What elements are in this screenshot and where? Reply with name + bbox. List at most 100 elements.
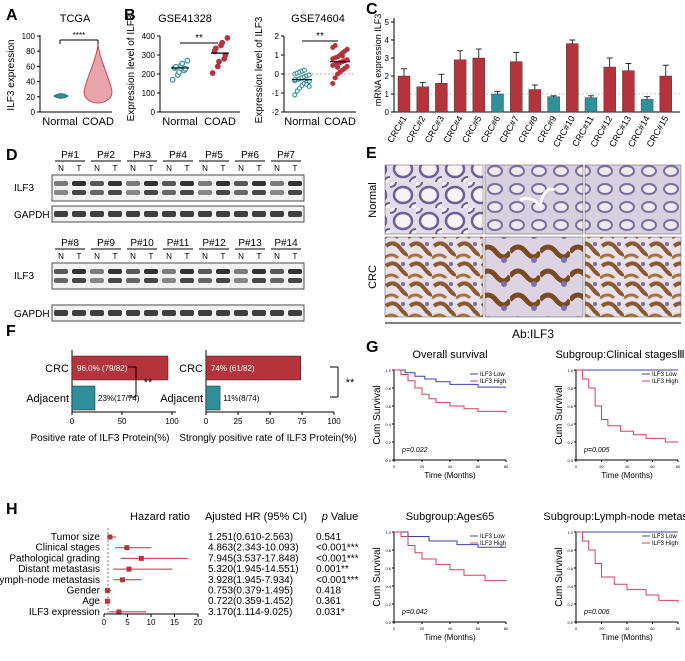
h-p-value: 0.001** — [316, 564, 349, 575]
b2-point-coad — [335, 64, 341, 70]
f-x-tick-label: 50 — [118, 417, 127, 426]
b2-title: GSE74604 — [291, 13, 345, 25]
wb-lane-n: N — [58, 252, 64, 261]
wb-patient-label: P#9 — [97, 238, 115, 249]
g-y-tick-label: 0.2 — [385, 440, 391, 445]
b1-y-tick-label: 200 — [142, 70, 156, 79]
wb-band — [72, 310, 86, 316]
wb-band — [162, 181, 176, 186]
c-ylabel: mRNA expression ILF3 — [373, 14, 383, 107]
h-hr-point — [104, 598, 110, 604]
h-hr-point — [126, 566, 132, 572]
wb-band — [198, 181, 212, 186]
h-p-value: 0.361 — [316, 596, 341, 607]
f-data-label: 74% (61/82) — [211, 364, 255, 373]
wb-band — [288, 190, 302, 195]
g-curve-ilf3-high — [576, 369, 678, 443]
wb-band — [180, 211, 194, 217]
wb-band — [252, 211, 266, 217]
c-y-tick-label: 1 — [385, 90, 390, 99]
g-p-value: p=0.006 — [583, 609, 610, 616]
f-bar-adjacent — [71, 385, 96, 411]
g-y-tick-label: 0.8 — [567, 386, 573, 391]
wb-lane-n: N — [202, 164, 208, 173]
wb-band — [288, 278, 302, 283]
wb-band — [72, 278, 86, 283]
g-ylabel: Cum Survival — [372, 385, 383, 444]
wb-row-label: GAPDH — [14, 210, 50, 221]
ihc-row-crc: CRC — [367, 265, 379, 289]
wb-band — [144, 211, 158, 217]
f-x-tick-label: 25 — [234, 417, 243, 426]
panel-letter-a: A — [6, 7, 18, 24]
c-bar — [491, 93, 504, 113]
g-legend-high: ILF3 High — [652, 379, 678, 385]
g-x-tick-label: 60 — [650, 626, 655, 631]
g-y-tick-label: 0.0 — [567, 458, 573, 463]
wb-lane-n: N — [238, 252, 244, 261]
wb-band — [54, 211, 68, 217]
b1-point-coad — [219, 39, 226, 46]
wb-band — [90, 190, 104, 195]
g-x-tick-label: 40 — [625, 464, 630, 469]
panel-h: Hazard ratio Ajusted HR (95% CI) p Value… — [0, 511, 359, 627]
f-category-label: Adjacent — [26, 393, 69, 405]
panel-letter-e: E — [366, 145, 377, 162]
g-x-tick-label: 20 — [599, 464, 604, 469]
wb-lane-t: T — [77, 164, 82, 173]
wb-band — [252, 310, 266, 316]
wb-band — [126, 310, 140, 316]
b1-point-coad — [212, 45, 219, 52]
wb-band — [72, 269, 86, 274]
wb-lane-t: T — [77, 252, 82, 261]
h-header-hr: Hazard ratio — [130, 511, 190, 523]
g-xlabel: Time (Months) — [424, 471, 476, 480]
g-y-tick-label: 0.8 — [567, 548, 573, 553]
wb-lane-n: N — [58, 164, 64, 173]
g-x-tick-label: 60 — [476, 626, 481, 631]
g-y-tick-label: 0.0 — [567, 620, 573, 625]
ihc-crc-1 — [384, 236, 484, 318]
wb-lane-t: T — [257, 164, 262, 173]
a-cat-coad: COAD — [82, 116, 114, 128]
panel-letter-f: F — [6, 323, 16, 340]
c-bar — [472, 57, 485, 113]
wb-band — [198, 269, 212, 274]
b2-y-tick-label: 0 — [275, 70, 280, 79]
h-row-label: Age — [82, 596, 100, 607]
wb-band — [162, 190, 176, 195]
wb-patient-label: P#11 — [167, 238, 190, 249]
b2-point-coad — [332, 42, 338, 49]
h-row-label: Clinical stages — [36, 543, 100, 554]
h-header-p: p Value — [321, 511, 359, 523]
wb-band — [198, 190, 212, 195]
wb-row-label: ILF3 — [14, 271, 34, 282]
g-p-value: p=0.022 — [401, 447, 428, 454]
g-y-tick-label: 1.0 — [567, 368, 573, 373]
b1-y-tick-label: 400 — [142, 32, 156, 41]
wb-lane-t: T — [149, 252, 154, 261]
g-x-tick-label: 80 — [504, 464, 509, 469]
wb-lane-n: N — [274, 252, 280, 261]
wb-band — [198, 211, 212, 217]
a-violin-coad — [83, 43, 113, 104]
b2-cat-normal: Normal — [284, 116, 319, 128]
wb-band — [108, 310, 122, 316]
h-row-label: Gender — [67, 586, 101, 597]
f-bar-crc — [71, 355, 169, 381]
wb-band — [90, 278, 104, 283]
c-bar — [659, 75, 672, 113]
g-curve-ilf3-high — [394, 531, 507, 582]
wb-band — [198, 278, 212, 283]
a-sig: **** — [73, 31, 85, 40]
h-hr-point — [107, 534, 113, 540]
c-bar — [640, 99, 654, 113]
wb-band — [252, 190, 266, 195]
g-y-tick-label: 0.2 — [385, 602, 391, 607]
c-bar — [528, 89, 542, 113]
wb-lane-n: N — [238, 164, 244, 173]
b2-point-coad — [344, 63, 350, 69]
g-x-tick-label: 80 — [504, 626, 509, 631]
f-category-label: CRC — [179, 363, 203, 375]
